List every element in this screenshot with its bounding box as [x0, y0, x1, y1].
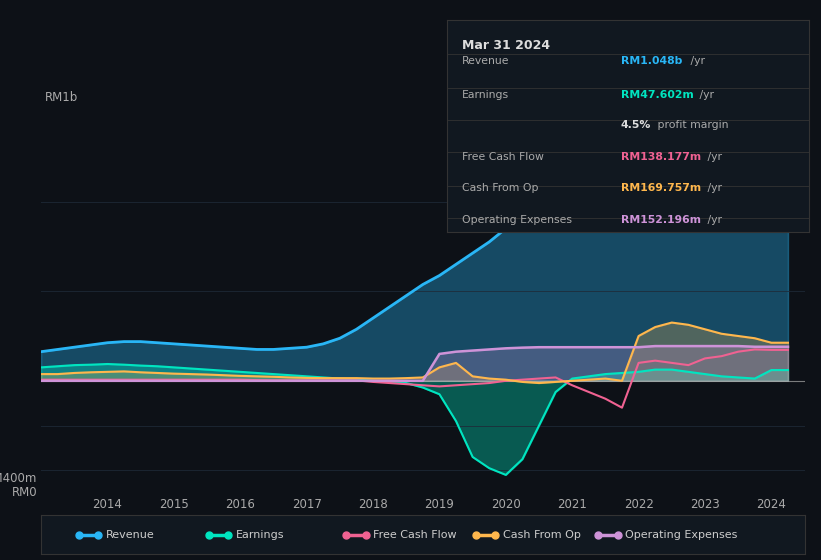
Text: Operating Expenses: Operating Expenses [462, 216, 572, 225]
Text: Cash From Op: Cash From Op [462, 184, 539, 193]
Text: Free Cash Flow: Free Cash Flow [374, 530, 456, 540]
Text: Revenue: Revenue [106, 530, 154, 540]
Text: RM152.196m: RM152.196m [621, 216, 701, 225]
Text: RM169.757m: RM169.757m [621, 184, 701, 193]
Text: RM0: RM0 [11, 486, 37, 500]
Text: Cash From Op: Cash From Op [503, 530, 581, 540]
Text: 4.5%: 4.5% [621, 120, 651, 129]
Text: RM138.177m: RM138.177m [621, 152, 701, 161]
Text: /yr: /yr [695, 90, 713, 100]
Text: Operating Expenses: Operating Expenses [625, 530, 737, 540]
Text: Revenue: Revenue [462, 56, 509, 66]
Text: /yr: /yr [704, 152, 722, 161]
Text: -RM400m: -RM400m [0, 472, 37, 484]
Text: Mar 31 2024: Mar 31 2024 [462, 39, 550, 52]
Text: /yr: /yr [704, 184, 722, 193]
Text: /yr: /yr [704, 216, 722, 225]
Text: Earnings: Earnings [236, 530, 284, 540]
Text: Free Cash Flow: Free Cash Flow [462, 152, 544, 161]
Text: RM1.048b: RM1.048b [621, 56, 682, 66]
Text: RM47.602m: RM47.602m [621, 90, 694, 100]
Text: /yr: /yr [687, 56, 705, 66]
Text: RM1b: RM1b [45, 91, 78, 104]
Text: Earnings: Earnings [462, 90, 509, 100]
Text: profit margin: profit margin [654, 120, 728, 129]
